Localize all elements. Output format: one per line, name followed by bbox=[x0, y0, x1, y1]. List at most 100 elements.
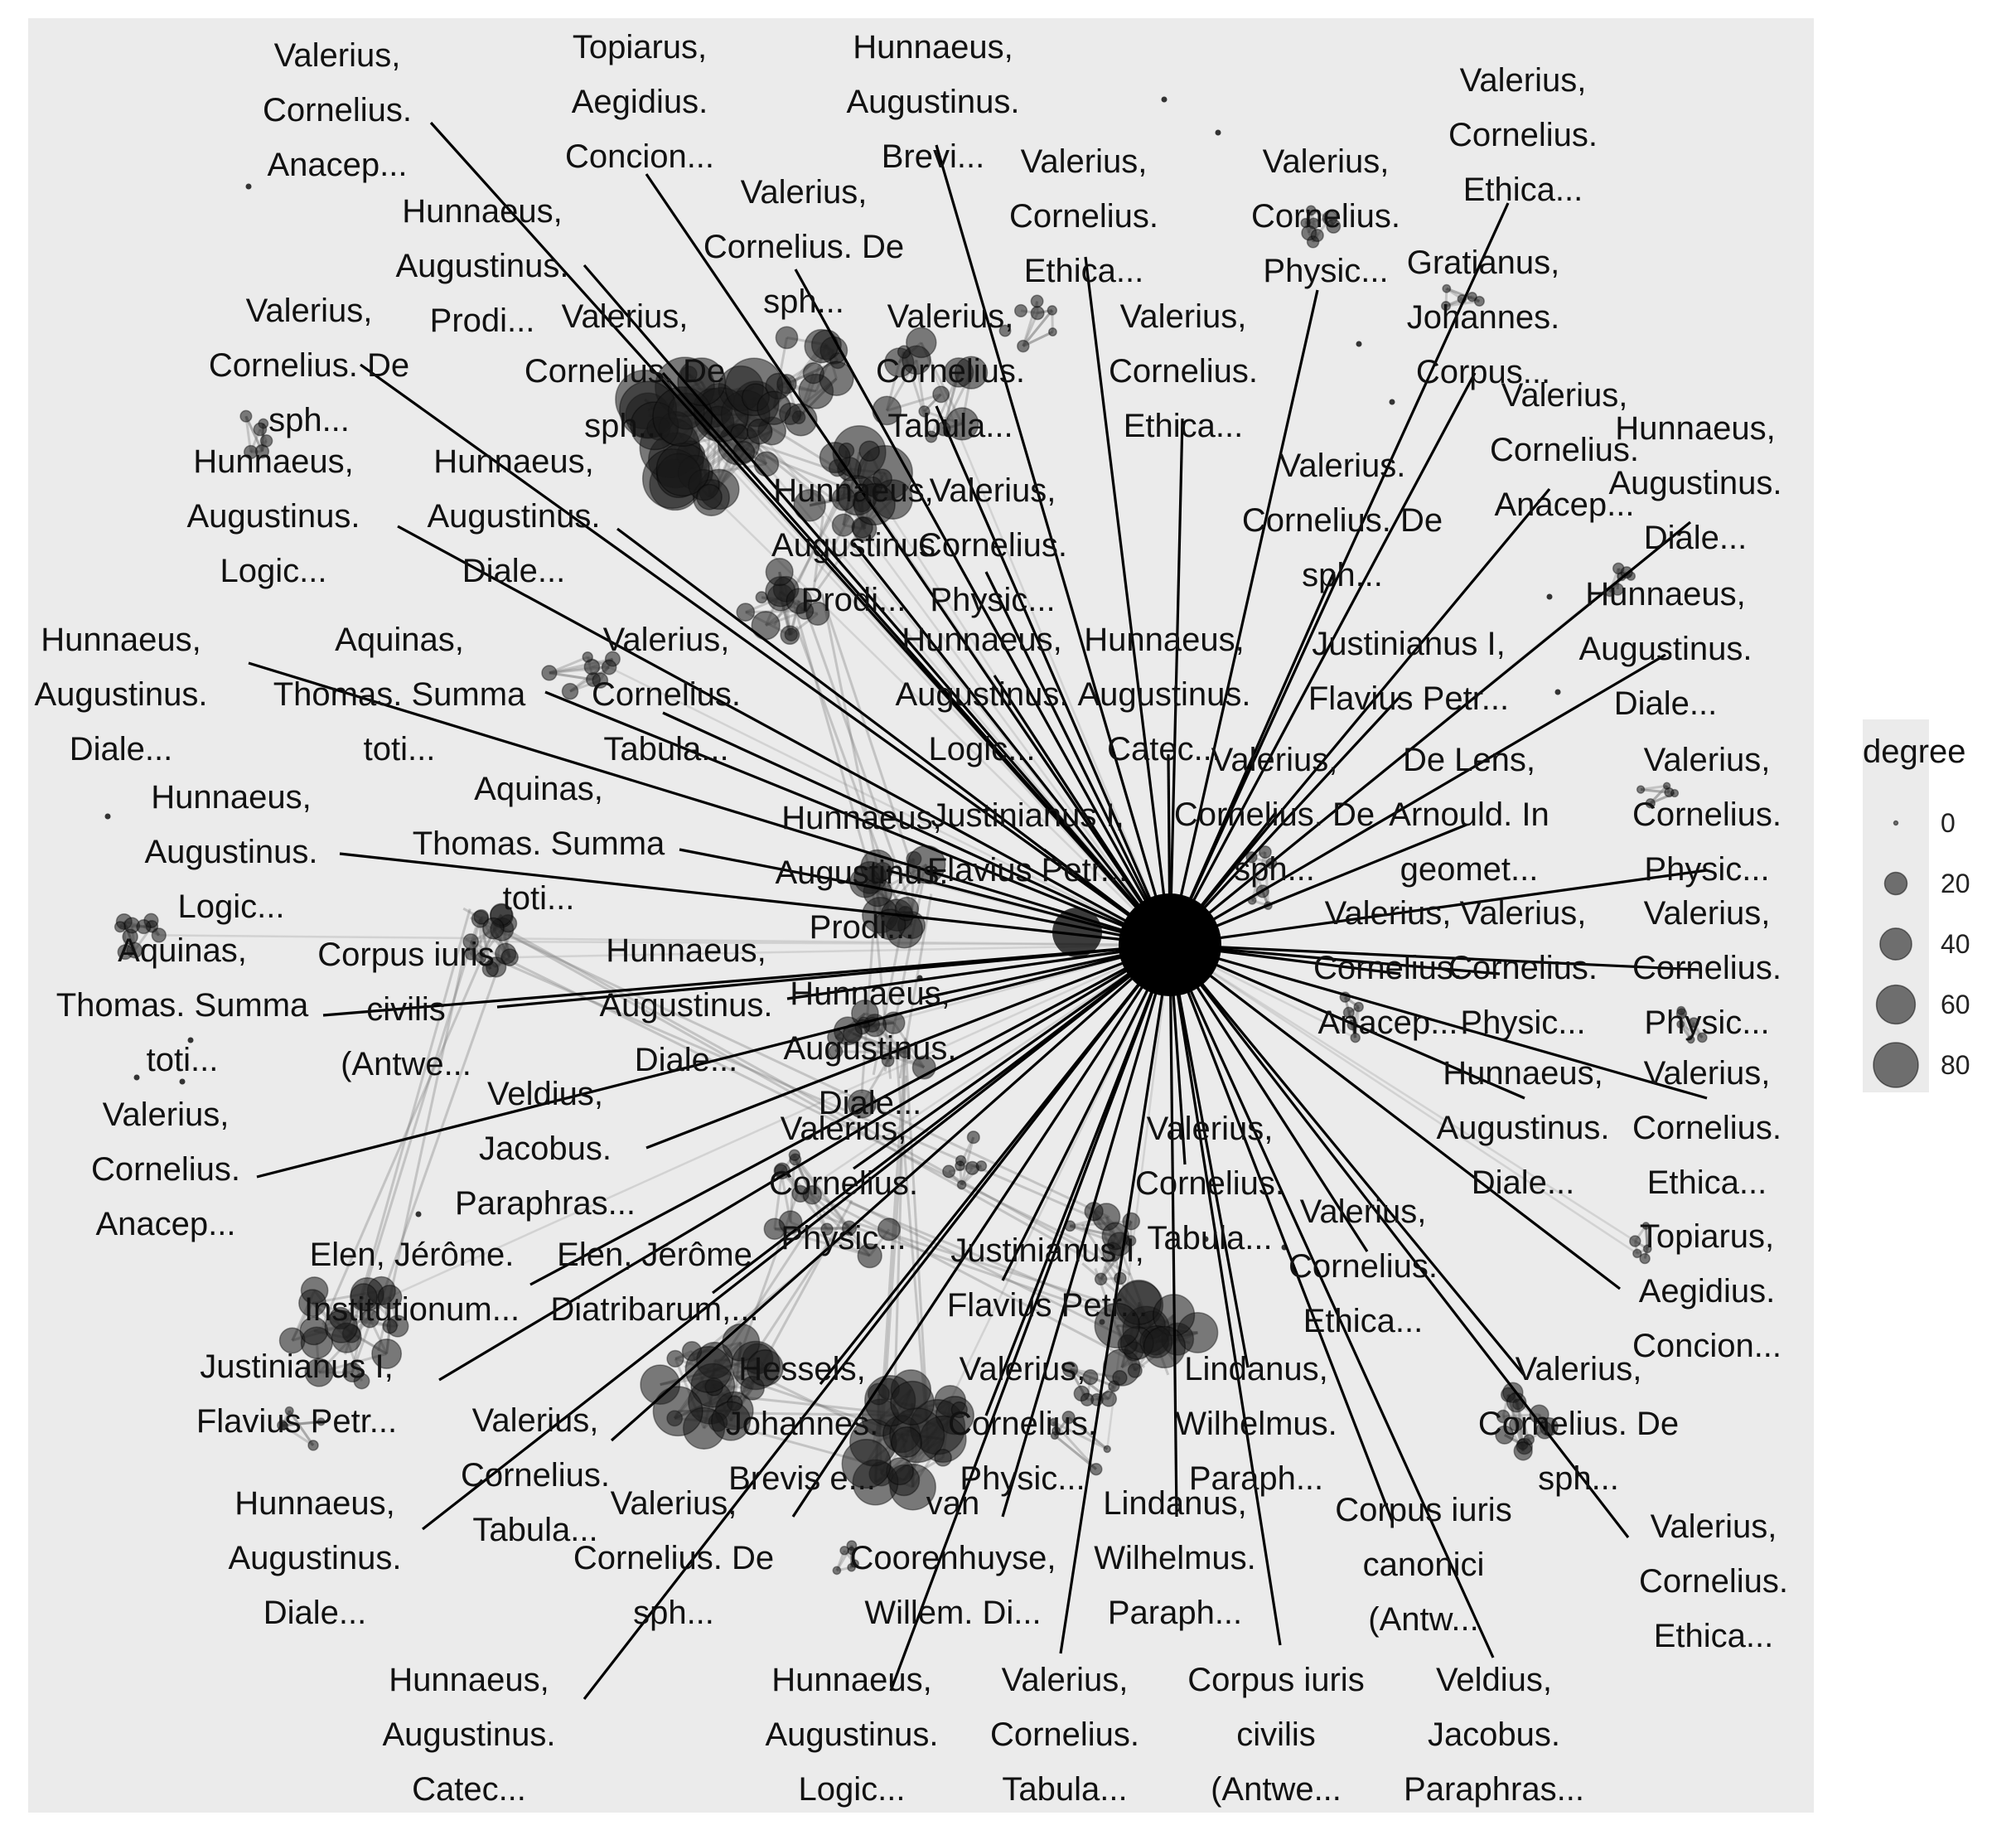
network-node bbox=[684, 1346, 732, 1393]
network-node bbox=[841, 1439, 892, 1489]
node-label-line: Valerius, bbox=[1460, 62, 1587, 99]
node-label-line: Corpus... bbox=[1416, 354, 1550, 390]
node-label-line: Valerius, bbox=[960, 1351, 1086, 1387]
legend-title: degree bbox=[1863, 733, 1966, 770]
node-label-line: Prodi... bbox=[810, 909, 915, 946]
legend-key-circle bbox=[1893, 820, 1899, 826]
label-leader-line bbox=[1169, 943, 1621, 1290]
network-node bbox=[747, 1349, 784, 1387]
node-label-line: Aquinas, bbox=[335, 622, 464, 658]
node-label: Justinianus I, Flavius Petr... bbox=[927, 797, 1128, 888]
network-node bbox=[1676, 1019, 1685, 1029]
network-node bbox=[736, 603, 756, 622]
label-leader-line bbox=[1169, 869, 1708, 946]
network-node bbox=[342, 1362, 363, 1383]
node-label-line: Physic... bbox=[1644, 1005, 1769, 1041]
node-label-line: Paraphras... bbox=[455, 1185, 636, 1222]
network-node bbox=[890, 1426, 923, 1459]
node-label-line: Anacep... bbox=[95, 1206, 235, 1242]
node-label: Valerius, Cornelius. Physic... bbox=[948, 1351, 1097, 1497]
node-label: Valerius, Cornelius. Tabula... bbox=[990, 1662, 1139, 1808]
node-label-line: sph... bbox=[1538, 1460, 1619, 1497]
node-label-line: Thomas. Summa bbox=[413, 825, 665, 862]
network-nodes bbox=[104, 96, 1708, 1576]
network-edge bbox=[281, 1424, 314, 1447]
node-label-line: civilis bbox=[1236, 1716, 1316, 1753]
node-label: Valerius, Cornelius. Anacep... bbox=[1313, 895, 1462, 1041]
label-leader-line bbox=[919, 943, 1171, 1000]
node-label: Valerius, Cornelius. Ethica... bbox=[1109, 298, 1258, 444]
node-label-line: Augustinus. bbox=[846, 84, 1019, 120]
node-label: Valerius, Cornelius. Ethica... bbox=[1632, 1055, 1782, 1201]
node-label: Topiarus, Aegidius. Concion... bbox=[565, 29, 714, 175]
node-label: Hunnaeus, Augustinus. Catec... bbox=[1077, 622, 1250, 767]
node-label-line: Cornelius. bbox=[769, 1165, 918, 1202]
node-label-line: Valerius, bbox=[1002, 1662, 1129, 1698]
label-leader-line bbox=[1168, 944, 1178, 1518]
node-label: Valerius, Cornelius. De sph... bbox=[209, 293, 409, 438]
node-label: Veldius, Jacobus. Paraphras... bbox=[455, 1076, 636, 1222]
node-label: Hessels, Johannes. Brevis e... bbox=[726, 1351, 879, 1497]
node-label: Valerius, Cornelius. Ethica... bbox=[1009, 143, 1158, 289]
node-label-line: Institutionum... bbox=[304, 1291, 520, 1328]
network-node bbox=[857, 1242, 882, 1269]
network-node bbox=[239, 409, 253, 423]
node-label: Hunnaeus, Augustinus. Diale... bbox=[427, 443, 600, 589]
network-node bbox=[104, 813, 111, 820]
network-node bbox=[1442, 283, 1452, 293]
node-label-line: Augustinus. bbox=[775, 854, 948, 891]
node-label-line: Brevi... bbox=[882, 138, 984, 175]
node-label-line: Augustinus. bbox=[382, 1716, 555, 1753]
label-leader-line bbox=[397, 525, 1171, 946]
network-node bbox=[955, 1160, 965, 1172]
network-node bbox=[1017, 339, 1030, 353]
label-leader-line bbox=[360, 363, 1171, 946]
node-label-line: Valerius, bbox=[1460, 895, 1587, 932]
label-leader-line bbox=[1169, 653, 1666, 946]
node-label-line: Diale... bbox=[462, 553, 566, 589]
node-label: Valerius, Cornelius. Physic... bbox=[1448, 895, 1598, 1041]
network-node bbox=[464, 948, 477, 961]
node-label-line: Valerius, bbox=[1651, 1508, 1777, 1545]
node-label-line: canonici bbox=[1363, 1547, 1485, 1583]
network-node bbox=[1688, 1017, 1699, 1029]
node-label: Hunnaeus, Augustinus. Prodi... bbox=[395, 193, 568, 339]
node-label-line: Flavius Petr... bbox=[196, 1403, 397, 1440]
node-label: Hunnaeus, Augustinus. Diale... bbox=[1608, 410, 1782, 556]
node-label-line: Prodi... bbox=[430, 303, 535, 339]
node-label-line: Diale... bbox=[1472, 1164, 1575, 1201]
node-label-line: Prodi... bbox=[801, 582, 906, 618]
network-edge bbox=[681, 415, 1171, 946]
network-node bbox=[382, 1318, 398, 1334]
node-label: Lindanus, Wilhelmus. Paraph... bbox=[1175, 1351, 1337, 1497]
node-label-line: Cornelius. bbox=[990, 1716, 1139, 1753]
node-label-line: Valerius, bbox=[1211, 742, 1338, 778]
node-label-line: Logic... bbox=[220, 553, 327, 589]
network-node bbox=[652, 1386, 703, 1437]
node-label: Valerius, Cornelius. Tabula... bbox=[461, 1402, 610, 1548]
node-label-line: Valerius, bbox=[1644, 1055, 1771, 1092]
node-label-line: Diale... bbox=[1644, 520, 1748, 556]
network-edge bbox=[471, 940, 1171, 946]
network-edge bbox=[292, 943, 1171, 1342]
node-label-line: Cornelius. bbox=[1109, 353, 1258, 390]
label-leader-line bbox=[1168, 943, 1526, 1377]
network-edge bbox=[158, 934, 1171, 946]
label-leader-line bbox=[1168, 944, 1250, 1368]
label-leader-line bbox=[583, 264, 1172, 946]
legend-key-label: 80 bbox=[1941, 1050, 1970, 1080]
network-edge bbox=[549, 671, 594, 681]
label-leader-line bbox=[984, 571, 1172, 946]
node-label-line: Valerius, bbox=[887, 298, 1014, 335]
label-leader-line bbox=[1001, 944, 1172, 1518]
node-label: Valerius, Cornelius. De sph... bbox=[1478, 1351, 1679, 1497]
network-node bbox=[757, 390, 791, 425]
label-leader-line bbox=[1168, 695, 1402, 946]
network-node bbox=[1127, 1363, 1143, 1378]
node-label-line: Valerius, bbox=[1644, 895, 1771, 932]
node-label-line: Lindanus, bbox=[1103, 1485, 1246, 1522]
network-node bbox=[179, 1078, 186, 1085]
network-node bbox=[349, 1283, 378, 1312]
network-node bbox=[847, 1547, 856, 1556]
